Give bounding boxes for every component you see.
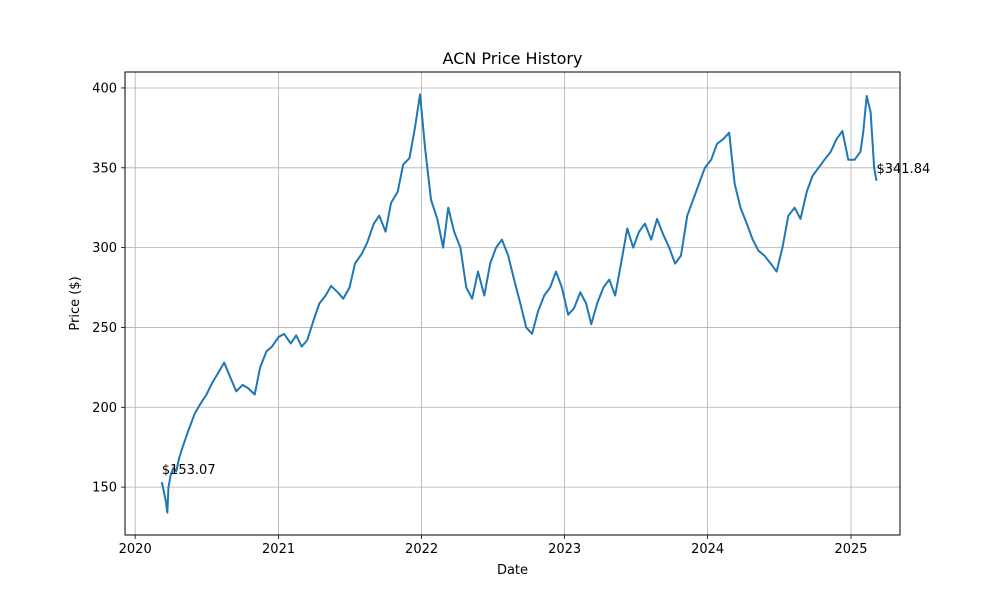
tick-layer: 2020 2021 2022 2023 2024 2025 150 200 250 300 350 4… (92, 81, 867, 557)
price-annotation: $341.84 (876, 162, 930, 177)
y-tick-label: 150 (92, 481, 117, 496)
y-axis-label: Price ($) (68, 276, 83, 330)
y-tick-label: 250 (92, 321, 117, 336)
x-tick-label: 2025 (834, 542, 867, 557)
x-axis-label: Date (497, 563, 528, 578)
plot-frame (124, 71, 901, 536)
x-tick-label: 2023 (548, 542, 581, 557)
y-tick-label: 350 (92, 161, 117, 176)
x-tick-label: 2021 (262, 542, 295, 557)
annotation-layer: $153.07 $341.84 (162, 162, 930, 478)
y-tick-label: 200 (92, 401, 117, 416)
grid-layer (125, 72, 900, 535)
chart-title: ACN Price History (443, 49, 583, 68)
x-tick-label: 2020 (119, 542, 152, 557)
price-annotation: $153.07 (162, 463, 216, 478)
price-line (160, 93, 878, 514)
y-tick-label: 400 (92, 81, 117, 96)
x-tick-label: 2022 (405, 542, 438, 557)
x-tick-label: 2024 (691, 542, 724, 557)
y-tick-label: 300 (92, 241, 117, 256)
